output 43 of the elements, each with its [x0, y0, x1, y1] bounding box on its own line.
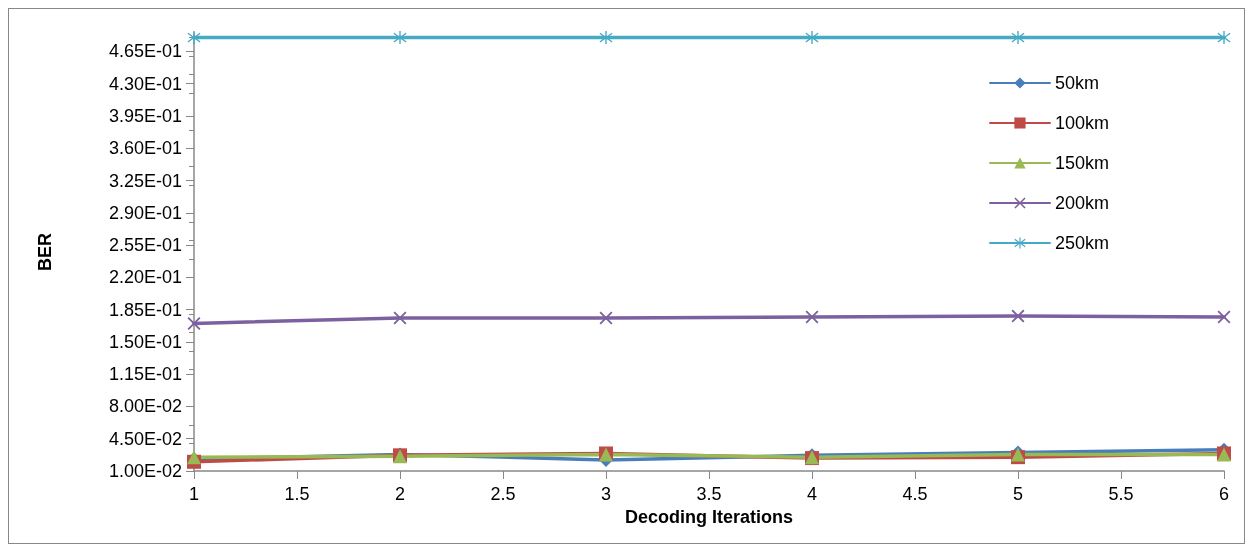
- legend-label: 50km: [1054, 73, 1099, 93]
- point: [599, 311, 613, 325]
- point: [393, 31, 407, 45]
- y-tick-label: 1.15E-01: [108, 364, 182, 385]
- x-tick-label: 2: [394, 484, 406, 504]
- y-tick-label: 1.85E-01: [108, 299, 182, 320]
- x-tick-label: 1.5: [284, 484, 310, 504]
- point: [393, 311, 407, 325]
- x-tick-label: 1: [188, 484, 200, 504]
- x-tick-label: 4.5: [902, 484, 928, 504]
- legend-label: 100km: [1054, 113, 1109, 133]
- legend-label: 150km: [1054, 153, 1109, 173]
- x-tick-label: 3.5: [696, 484, 722, 504]
- point: [1217, 310, 1231, 324]
- y-tick-label: 8.00E-02: [108, 396, 182, 417]
- x-tick-label: 6: [1218, 484, 1230, 504]
- point: [1217, 31, 1231, 45]
- y-tick-label: 3.25E-01: [108, 170, 182, 191]
- x-axis-title: Decoding Iterations: [624, 506, 794, 527]
- y-tick-label: 2.55E-01: [108, 235, 182, 256]
- y-tick-label: 1.50E-01: [108, 331, 182, 352]
- x-tick-label: 2.5: [490, 484, 516, 504]
- x-tick-label: 4: [806, 484, 818, 504]
- y-tick-label: 1.00E-02: [108, 461, 182, 481]
- y-tick-label: 3.95E-01: [108, 105, 182, 126]
- y-tick-label: 2.20E-01: [108, 267, 182, 288]
- point: [805, 31, 819, 45]
- point: [1011, 31, 1025, 45]
- point: [805, 310, 819, 324]
- point: [1011, 309, 1025, 323]
- y-tick-label: 4.65E-01: [108, 41, 182, 62]
- y-axis-title: BER: [35, 232, 55, 272]
- x-tick-label: 5.5: [1108, 484, 1134, 504]
- x-tick-label: 5: [1012, 484, 1024, 504]
- y-tick-label: 2.90E-01: [108, 202, 182, 223]
- y-tick-label: 4.30E-01: [108, 73, 182, 94]
- y-tick-label: 4.50E-02: [108, 428, 182, 449]
- legend-label: 250km: [1054, 233, 1109, 253]
- legend-label: 200km: [1054, 193, 1109, 213]
- y-tick-label: 3.60E-01: [108, 138, 182, 159]
- x-tick-label: 3: [600, 484, 612, 504]
- point: [187, 31, 201, 45]
- point: [599, 31, 613, 45]
